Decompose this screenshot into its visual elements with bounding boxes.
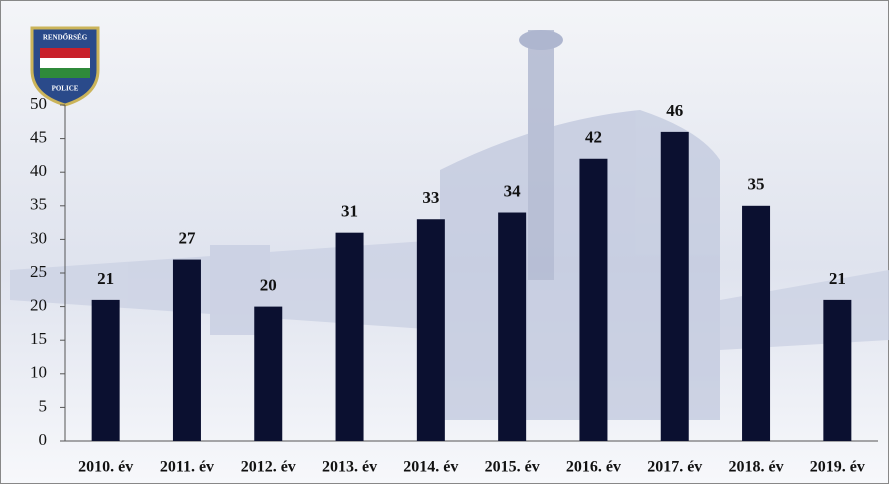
value-label: 21 (97, 269, 114, 288)
y-tick-label: 5 (39, 396, 48, 415)
x-tick-label: 2011. év (160, 459, 214, 476)
bar (254, 306, 283, 441)
bar (91, 299, 120, 441)
logo-top-text: RENDŐRSÉG (43, 34, 88, 42)
logo: RENDŐRSÉG POLICE (30, 26, 100, 107)
value-label: 35 (748, 175, 765, 194)
x-tick-label: 2017. év (647, 459, 702, 476)
x-tick-label: 2018. év (728, 459, 783, 476)
value-label: 34 (504, 181, 522, 200)
x-tick-label: 2015. év (485, 459, 540, 476)
x-tick-label: 2010. év (78, 459, 133, 476)
x-tick-label: 2014. év (403, 459, 458, 476)
value-label: 42 (585, 128, 602, 147)
logo-bottom-text: POLICE (52, 85, 79, 93)
value-label: 20 (260, 276, 277, 295)
y-tick-label: 30 (30, 228, 47, 247)
y-tick-label: 0 (39, 430, 48, 449)
bar (660, 131, 689, 441)
bar (335, 232, 364, 441)
value-label: 27 (178, 228, 196, 247)
y-tick-label: 25 (30, 262, 47, 281)
x-tick-label: 2016. év (566, 459, 621, 476)
x-tick-label: 2019. év (810, 459, 865, 476)
value-label: 46 (666, 101, 683, 120)
bar (823, 299, 852, 441)
x-tick-label: 2013. év (322, 459, 377, 476)
y-tick-label: 15 (30, 329, 47, 348)
y-tick-label: 10 (30, 363, 47, 382)
value-label: 21 (829, 269, 846, 288)
bar (498, 212, 527, 441)
y-tick-label: 35 (30, 195, 47, 214)
x-tick-label: 2012. év (241, 459, 296, 476)
bar (579, 158, 608, 441)
bar (742, 205, 771, 441)
y-tick-label: 20 (30, 296, 47, 315)
value-label: 31 (341, 202, 358, 221)
y-tick-label: 50 (30, 94, 47, 113)
value-label: 33 (422, 188, 439, 207)
bar (416, 219, 445, 441)
y-tick-label: 40 (30, 161, 47, 180)
bar (172, 259, 201, 441)
y-tick-label: 45 (30, 128, 47, 147)
